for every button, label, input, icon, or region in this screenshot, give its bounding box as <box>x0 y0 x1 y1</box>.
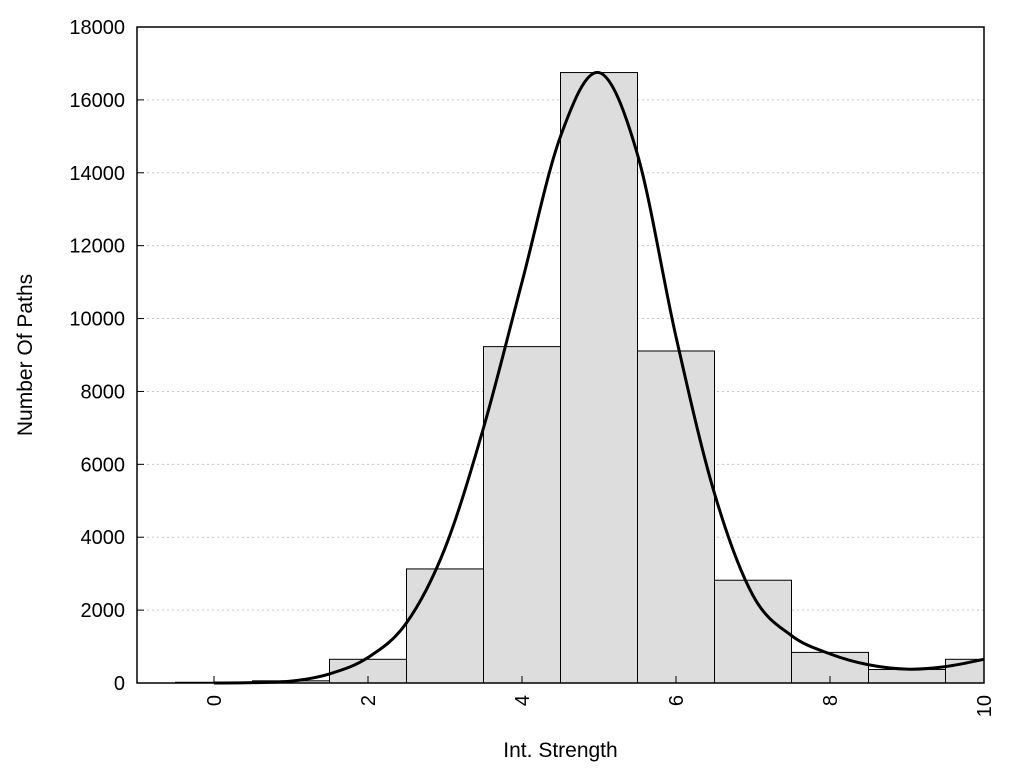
gridlines <box>137 99 984 611</box>
y-tick-label-16000: 16000 <box>69 90 125 112</box>
y-axis-ticks: 0 2000 4000 6000 8000 10000 12000 14000 16000 180… <box>69 17 144 695</box>
y-tick-label-4000: 4000 <box>81 527 126 549</box>
bars <box>175 72 985 684</box>
density-curve <box>213 71 985 685</box>
bar-4 <box>483 346 561 684</box>
x-tick-label-8: 8 <box>820 695 842 706</box>
y-tick-label-0: 0 <box>114 673 125 695</box>
bar-6 <box>637 350 715 684</box>
x-tick-label-0: 0 <box>204 695 226 706</box>
x-tick-label-10: 10 <box>974 695 996 717</box>
y-axis-label: Number Of Paths <box>14 274 37 436</box>
y-tick-label-10000: 10000 <box>69 309 125 331</box>
bar-5 <box>560 72 638 684</box>
y-tick-label-14000: 14000 <box>69 163 125 185</box>
x-axis-label: Int. Strength <box>503 739 617 762</box>
y-tick-label-8000: 8000 <box>81 381 126 403</box>
plot-frame <box>136 26 985 684</box>
x-tick-label-6: 6 <box>666 695 688 706</box>
y-tick-label-18000: 18000 <box>69 17 125 39</box>
y-tick-label-6000: 6000 <box>81 454 126 476</box>
y-tick-label-2000: 2000 <box>81 600 126 622</box>
bar-9 <box>868 669 946 684</box>
x-tick-label-2: 2 <box>358 695 380 706</box>
x-tick-label-4: 4 <box>512 695 534 706</box>
y-tick-label-12000: 12000 <box>69 236 125 258</box>
x-axis-ticks: 0 2 4 6 8 10 <box>204 676 996 717</box>
bar-3 <box>406 568 484 684</box>
